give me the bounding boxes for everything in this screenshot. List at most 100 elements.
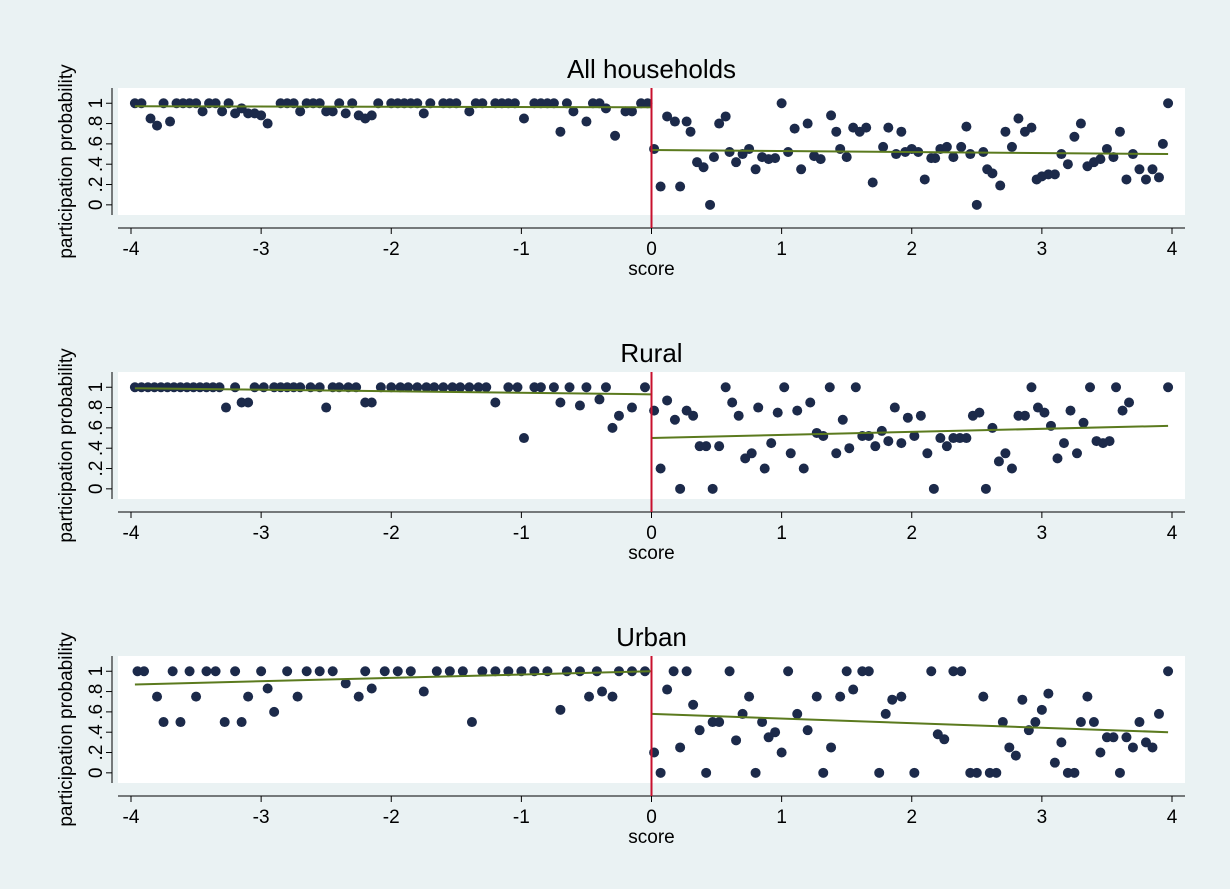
point [978,691,989,702]
point [1039,407,1050,418]
point [965,149,976,160]
point [841,666,852,677]
point [269,706,280,717]
point [464,382,475,393]
point [373,98,384,109]
point [915,410,926,421]
point [395,382,406,393]
point [481,382,492,393]
point [776,98,787,109]
point [262,118,273,129]
point [1078,417,1089,428]
point [379,666,390,677]
point [724,666,735,677]
point [733,410,744,421]
y-axis-title: participation probability [56,632,77,827]
x-tick-label: -1 [513,807,530,828]
point [731,735,742,746]
point [848,684,859,695]
point [191,691,202,702]
y-tick-label: 0 [86,768,107,779]
point [1043,688,1054,699]
y-tick-label: 1 [86,382,107,393]
point [863,666,874,677]
point [642,98,653,109]
point [429,382,440,393]
point [681,116,692,127]
point [249,382,260,393]
y-tick-label: 0 [86,200,107,211]
x-tick-label: 4 [1167,807,1178,828]
point [1108,732,1119,743]
x-tick-label: -3 [253,807,270,828]
point [256,666,267,677]
x-tick-label: 1 [776,239,787,260]
point [1049,169,1060,180]
x-tick-label: 4 [1167,239,1178,260]
point [802,118,813,129]
point [876,425,887,436]
point [201,666,212,677]
point [1111,382,1122,393]
point [236,717,247,728]
point [1163,666,1174,677]
point [883,122,894,133]
point [811,691,822,702]
point [941,441,952,452]
point [662,395,673,406]
point [802,725,813,736]
point [1121,174,1132,185]
x-tick-label: 1 [776,523,787,544]
point [473,382,484,393]
y-tick-label: .8 [86,400,107,416]
point [928,483,939,494]
point [971,199,982,210]
point [564,382,575,393]
point [1075,118,1086,129]
y-tick-label: .2 [86,177,107,193]
point [675,483,686,494]
x-axis-title: score [628,827,674,848]
point [386,382,397,393]
point [948,666,959,677]
point [447,382,458,393]
point [464,106,475,117]
point [139,666,150,677]
point [1026,382,1037,393]
y-tick-label: 0 [86,484,107,495]
chart-title: Rural [620,338,682,368]
point [568,106,579,117]
point [366,397,377,408]
chart-title: Urban [616,622,687,652]
point [412,98,423,109]
point [1147,164,1158,175]
point [891,149,902,160]
point [818,431,829,442]
point [217,106,228,117]
point [292,691,303,702]
point [1049,757,1060,768]
x-tick-label: 0 [646,523,657,544]
point [971,767,982,778]
point [805,397,816,408]
point [451,98,462,109]
y-tick-label: .6 [86,420,107,436]
point [826,110,837,121]
point [1056,737,1067,748]
point [714,118,725,129]
y-tick-label: .4 [86,156,107,172]
point [375,382,386,393]
y-tick-label: .4 [86,440,107,456]
point [1017,694,1028,705]
point [594,394,605,405]
point [987,422,998,433]
fit-line [651,148,1169,156]
y-tick-label: 1 [86,98,107,109]
point [301,666,312,677]
point [581,382,592,393]
point [1163,98,1174,109]
point [600,103,611,114]
point [503,382,514,393]
point [584,691,595,702]
point [779,382,790,393]
